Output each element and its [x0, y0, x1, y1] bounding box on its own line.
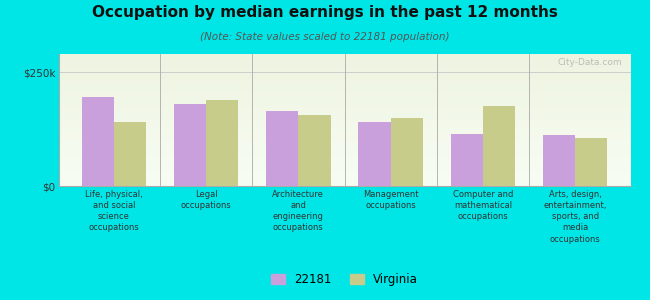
- Text: Occupation by median earnings in the past 12 months: Occupation by median earnings in the pas…: [92, 4, 558, 20]
- Bar: [358, 122, 391, 186]
- Bar: [174, 104, 206, 186]
- Legend: 22181, Virginia: 22181, Virginia: [266, 268, 422, 291]
- Bar: [391, 118, 423, 186]
- Bar: [450, 134, 483, 186]
- Bar: [114, 122, 146, 186]
- Bar: [206, 100, 239, 186]
- Bar: [483, 106, 515, 186]
- Text: (Note: State values scaled to 22181 population): (Note: State values scaled to 22181 popu…: [200, 32, 450, 41]
- Bar: [575, 138, 608, 186]
- Bar: [81, 97, 114, 186]
- Bar: [266, 111, 298, 186]
- Bar: [543, 135, 575, 186]
- Text: City-Data.com: City-Data.com: [557, 58, 622, 67]
- Bar: [298, 116, 331, 186]
